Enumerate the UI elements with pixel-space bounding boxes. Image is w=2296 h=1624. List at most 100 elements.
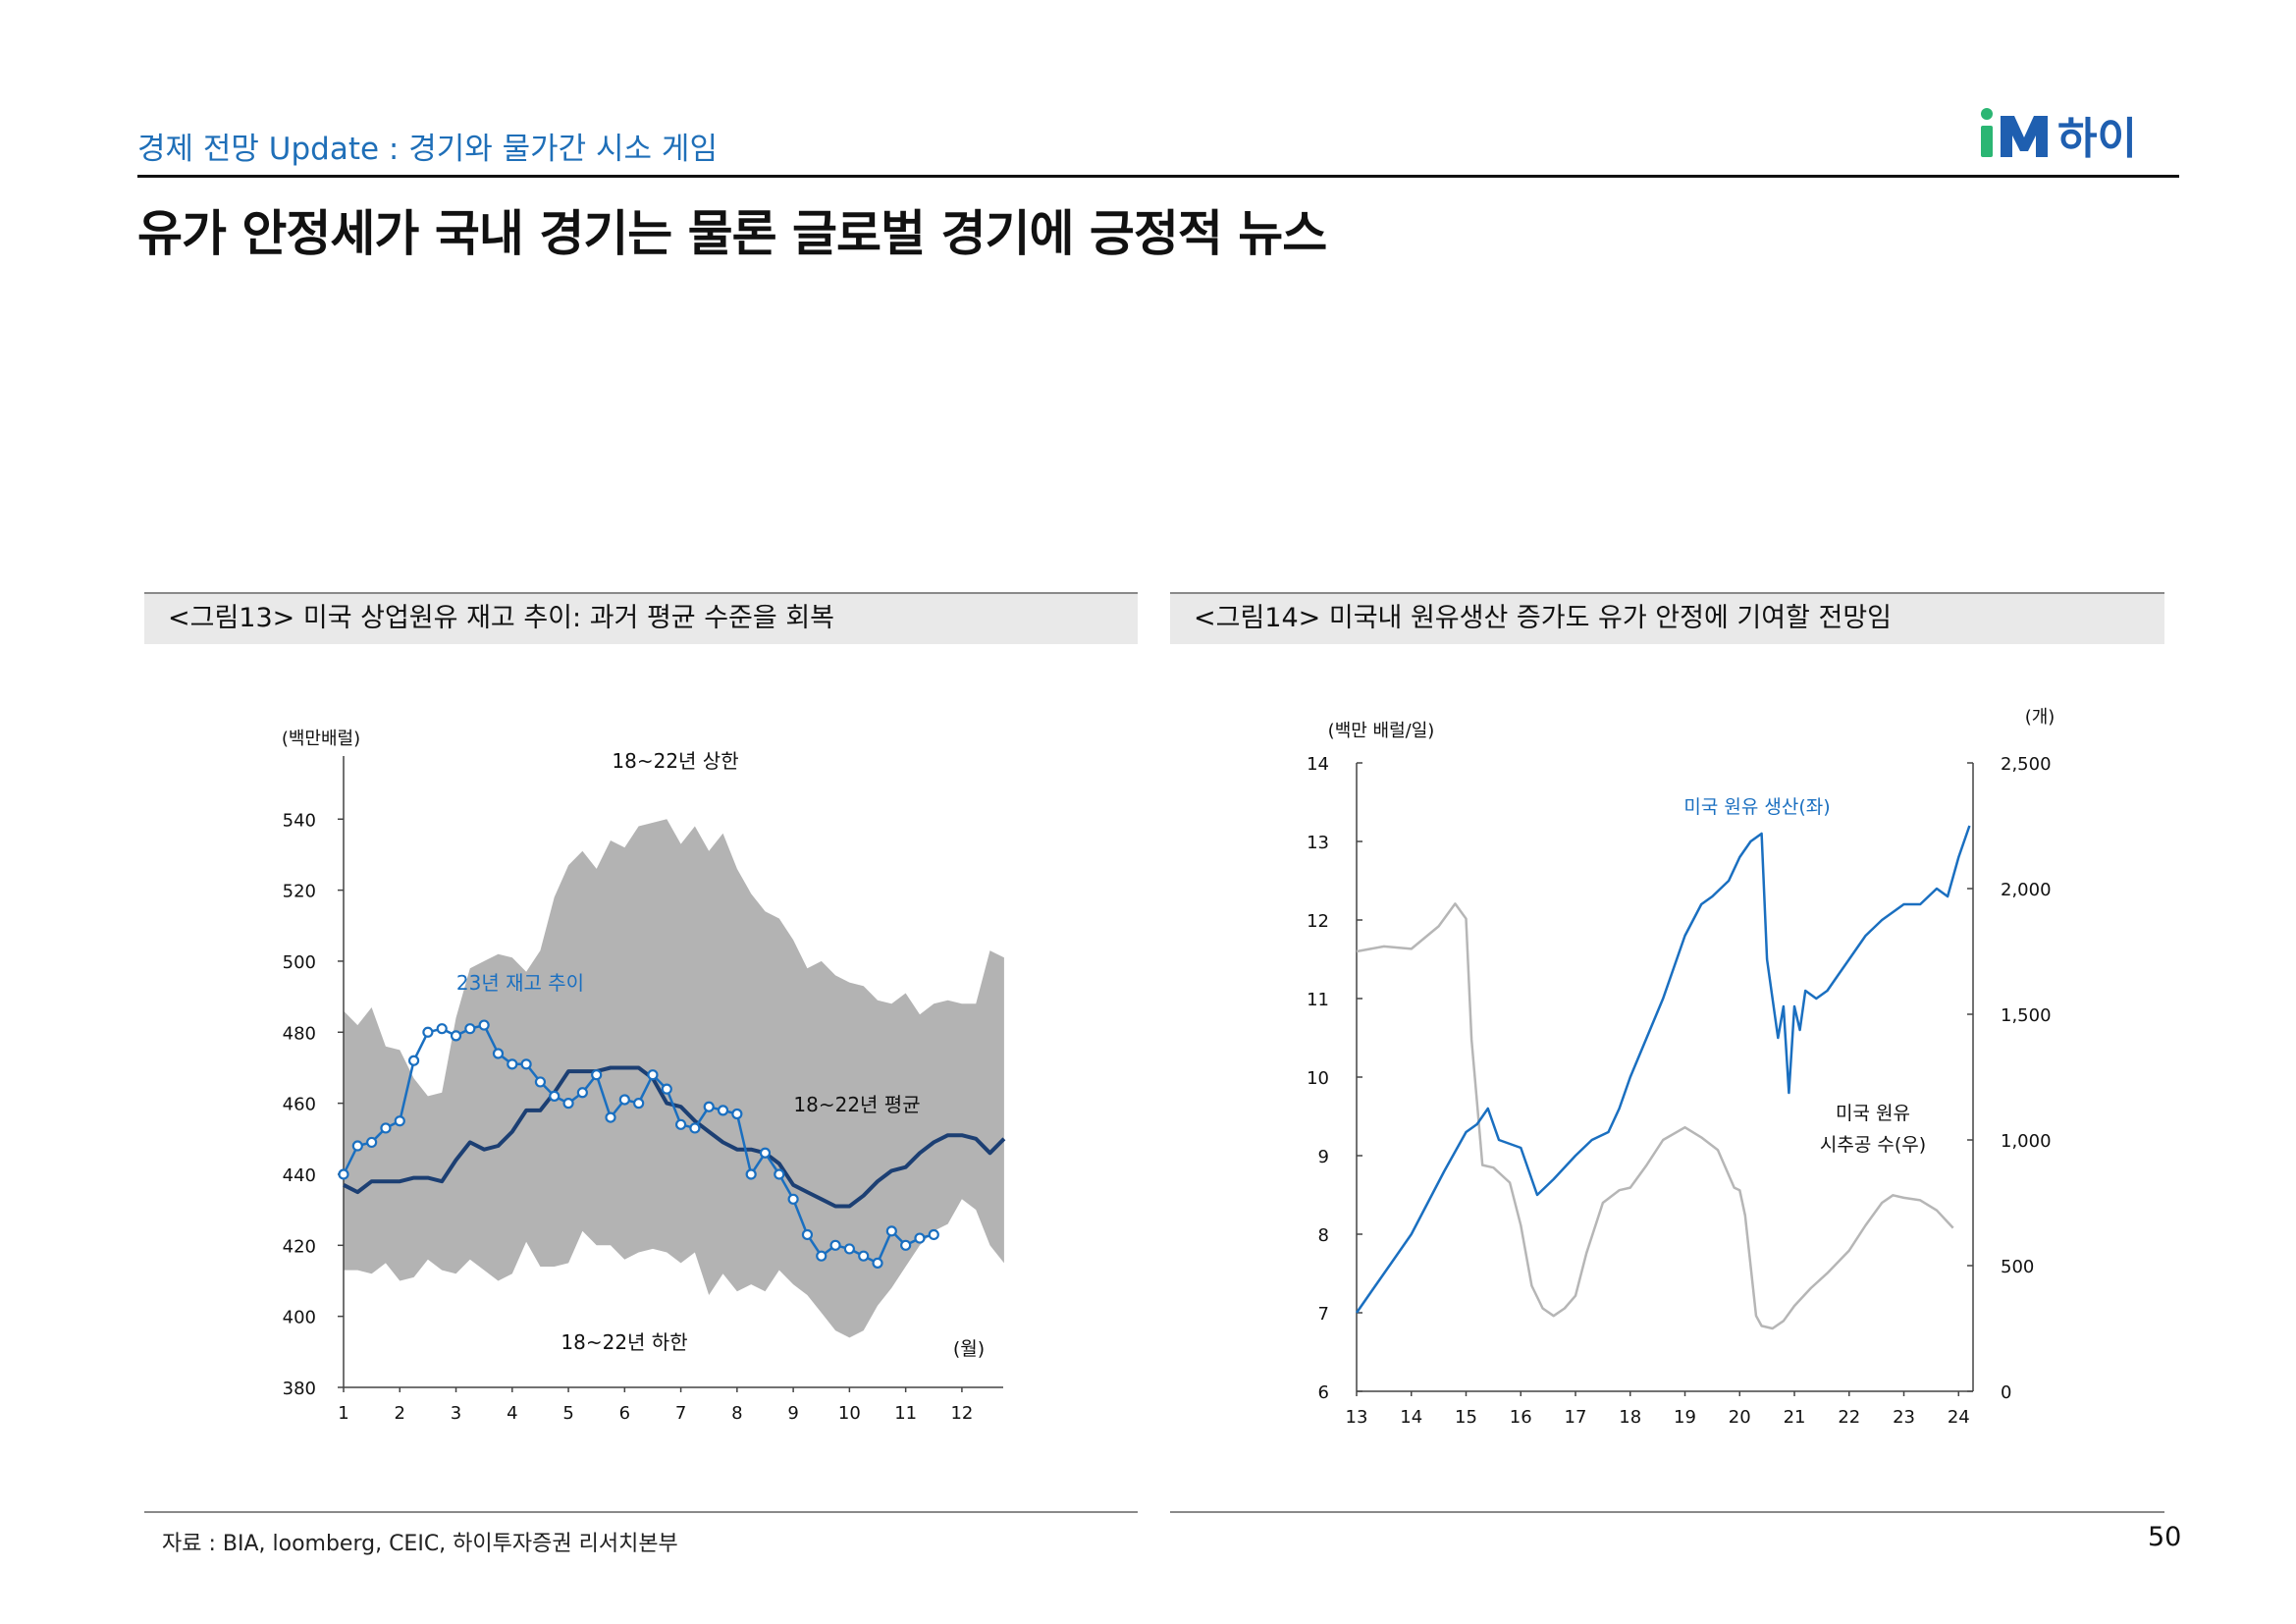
series-2023-point [900, 1239, 912, 1251]
left-tick-label: 6 [1318, 1382, 1329, 1403]
y-tick-label: 500 [283, 952, 316, 973]
series-2023-point [436, 1023, 448, 1035]
series-2023-point [674, 1118, 687, 1130]
series-2023-point [816, 1250, 828, 1262]
left-tick-label: 13 [1307, 833, 1329, 853]
header-divider [137, 175, 2179, 178]
y-axis-unit-label: (백만배럴) [282, 729, 360, 749]
x-tick-label: 23 [1893, 1407, 1915, 1428]
footer-divider-left [144, 1511, 1138, 1513]
figure-13-caption: <그림13> 미국 상업원유 재고 추이: 과거 평균 수준을 회복 [144, 592, 1138, 644]
source-note: 자료 : BIA, loomberg, CEIC, 하이투자증권 리서치본부 [162, 1532, 678, 1556]
footer-divider-right [1170, 1511, 2164, 1513]
series-2023-point [380, 1122, 392, 1134]
series-2023-point [759, 1147, 772, 1159]
series-2023-point [731, 1108, 743, 1120]
series-2023-point [703, 1101, 715, 1112]
series-2023-point [914, 1232, 926, 1244]
right-tick-label: 1,000 [2001, 1131, 2052, 1152]
series-2023-point [576, 1087, 588, 1099]
series-2023-point [351, 1140, 363, 1152]
series-2023-point [407, 1055, 420, 1066]
series-2023-point [507, 1058, 518, 1070]
series-2023-point [492, 1048, 505, 1059]
production-annotation: 미국 원유 생산(좌) [1683, 796, 1830, 818]
series-2023-point [478, 1019, 490, 1031]
series-2023-point [591, 1069, 603, 1081]
x-axis-unit-label: (월) [953, 1338, 985, 1360]
average-annotation: 18~22년 평균 [793, 1093, 920, 1116]
series-2023-point [366, 1136, 378, 1149]
x-tick-label: 12 [950, 1403, 973, 1424]
right-axis-unit-label: (개) [2025, 707, 2056, 728]
series-2023-point [605, 1111, 616, 1123]
series-2023-point [562, 1098, 574, 1110]
x-tick-label: 4 [507, 1403, 517, 1424]
x-tick-label: 20 [1729, 1407, 1751, 1428]
y-tick-label: 420 [283, 1236, 316, 1257]
logo-text: 하이 [2057, 114, 2137, 164]
right-tick-label: 1,500 [2001, 1005, 2052, 1026]
left-tick-label: 9 [1318, 1147, 1329, 1167]
figure-14-caption: <그림14> 미국내 원유생산 증가도 유가 안정에 기여할 전망임 [1170, 592, 2164, 644]
y-tick-label: 540 [283, 810, 316, 831]
series-2023-point [774, 1168, 785, 1180]
x-tick-label: 9 [787, 1403, 798, 1424]
x-tick-label: 19 [1674, 1407, 1696, 1428]
x-tick-label: 21 [1784, 1407, 1806, 1428]
series-2023-point [928, 1228, 939, 1241]
rig-count-annotation-line2: 시추공 수(우) [1820, 1134, 1926, 1156]
series-2023-point [338, 1168, 349, 1180]
y-tick-label: 460 [283, 1095, 316, 1115]
page-number: 50 [2148, 1522, 2182, 1552]
y-tick-label: 400 [283, 1308, 316, 1328]
page-title: 유가 안정세가 국내 경기는 물론 글로벌 경기에 긍정적 뉴스 [137, 205, 1327, 262]
right-tick-label: 500 [2001, 1257, 2034, 1277]
left-tick-label: 12 [1307, 911, 1329, 932]
series-2023-point [801, 1228, 814, 1241]
series-2023-point [549, 1090, 561, 1102]
series-2023-point [422, 1026, 434, 1038]
y-tick-label: 480 [283, 1023, 316, 1044]
series-2023-point [661, 1083, 672, 1095]
left-tick-label: 11 [1307, 990, 1329, 1010]
series-2023-point [520, 1058, 532, 1070]
series-2023-point [787, 1193, 799, 1205]
company-logo: 하이 [1973, 98, 2169, 167]
y-tick-label: 380 [283, 1379, 316, 1399]
report-subtitle: 경제 전망 Update : 경기와 물가간 시소 게임 [137, 132, 718, 167]
series-2023-point [618, 1094, 630, 1106]
range-band [344, 819, 1004, 1338]
series-2023-point [858, 1250, 870, 1262]
series-2023-point [885, 1225, 897, 1237]
x-tick-label: 7 [675, 1403, 686, 1424]
right-tick-label: 2,500 [2001, 754, 2052, 775]
series-2023-point [633, 1098, 645, 1110]
series-2023-point [450, 1030, 462, 1042]
series-2023-point [872, 1257, 883, 1270]
series-2023-point [829, 1239, 841, 1251]
band-upper-annotation: 18~22년 상한 [612, 749, 738, 773]
x-tick-label: 2 [395, 1403, 405, 1424]
left-axis-unit-label: (백만 배럴/일) [1328, 721, 1435, 741]
x-tick-label: 22 [1838, 1407, 1860, 1428]
production-chart: 6 7 8 9 10 11 12 13 14 0 500 1,000 1,500 2,000 2,500 13… [1307, 707, 2056, 1428]
production-line [1355, 825, 1971, 1314]
rig-count-annotation-line1: 미국 원유 [1836, 1103, 1910, 1124]
x-tick-label: 14 [1400, 1407, 1422, 1428]
y-tick-label: 440 [283, 1165, 316, 1186]
x-tick-label: 16 [1510, 1407, 1532, 1428]
right-tick-label: 2,000 [2001, 880, 2052, 900]
x-tick-label: 10 [838, 1403, 861, 1424]
series-2023-point [464, 1023, 476, 1035]
left-tick-label: 7 [1318, 1304, 1329, 1325]
x-tick-label: 1 [338, 1403, 348, 1424]
right-tick-label: 0 [2001, 1382, 2011, 1403]
series-2023-point [689, 1122, 701, 1134]
series-2023-annotation: 23년 재고 추이 [456, 971, 584, 995]
left-tick-label: 8 [1318, 1225, 1329, 1246]
series-2023-point [647, 1069, 659, 1081]
band-lower-annotation: 18~22년 하한 [561, 1330, 687, 1354]
series-2023-point [394, 1115, 405, 1127]
x-tick-label: 18 [1619, 1407, 1641, 1428]
